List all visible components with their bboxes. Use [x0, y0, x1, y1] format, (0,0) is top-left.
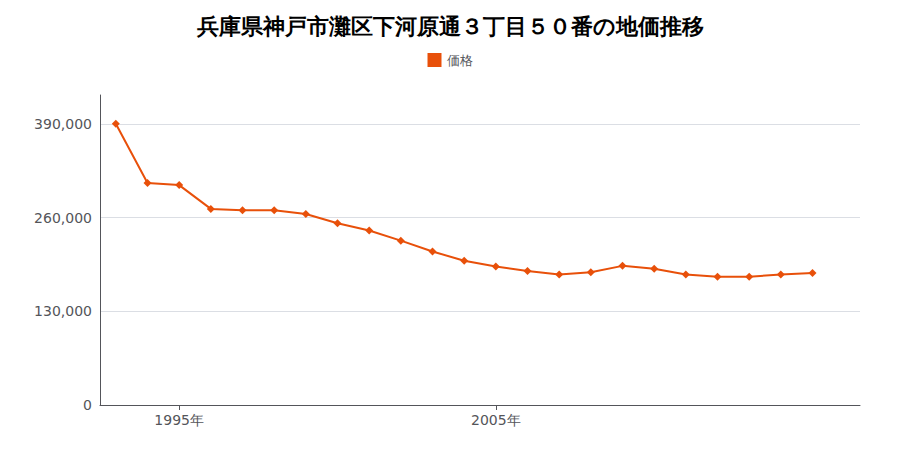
svg-text:兵庫県神戸市灘区下河原通３丁目５０番の地価推移: 兵庫県神戸市灘区下河原通３丁目５０番の地価推移 [196, 14, 704, 39]
svg-text:1995年: 1995年 [154, 412, 204, 428]
svg-text:価格: 価格 [447, 53, 473, 68]
svg-text:0: 0 [83, 397, 92, 413]
svg-text:2005年: 2005年 [471, 412, 521, 428]
svg-text:260,000: 260,000 [34, 210, 92, 226]
svg-text:130,000: 130,000 [34, 303, 92, 319]
svg-text:390,000: 390,000 [34, 116, 92, 132]
